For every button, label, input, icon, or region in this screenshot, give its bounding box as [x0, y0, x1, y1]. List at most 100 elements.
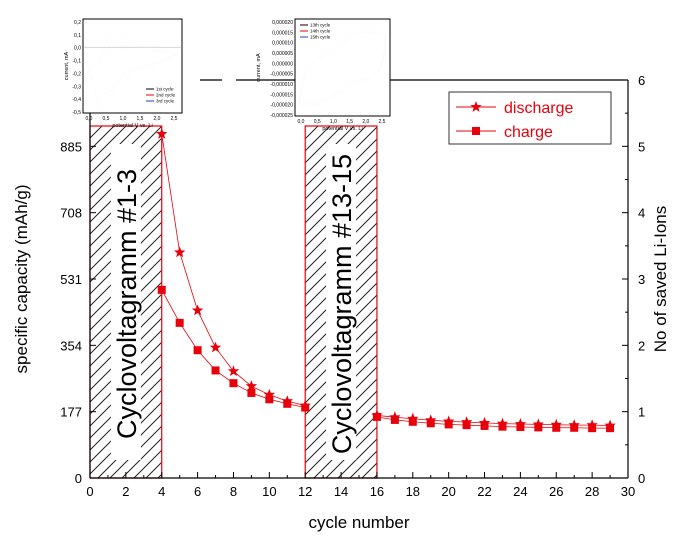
- x-axis-label: cycle number: [308, 513, 409, 532]
- region-label-backdrop: [110, 144, 141, 460]
- inset-x-tick-label: 1,0: [330, 119, 337, 125]
- discharge-point: [174, 246, 186, 258]
- inset-x-tick-label: 1,0: [120, 116, 127, 122]
- y-tick-label-right: 6: [638, 73, 645, 88]
- inset-y-tick-label: -0,4: [72, 97, 81, 103]
- charge-point: [480, 421, 489, 430]
- inset-y-tick-label: 0,000005: [272, 51, 293, 57]
- discharge-line: [161, 133, 306, 407]
- charge-point: [229, 379, 238, 388]
- inset-y-tick-label: 0,000015: [272, 30, 293, 36]
- inset-x-tick-label: 2,5: [171, 116, 178, 122]
- y-tick-label-right: 3: [638, 272, 645, 287]
- legend-marker: [470, 101, 482, 112]
- inset-y-tick-label: 0,000020: [272, 20, 293, 26]
- charge-point: [247, 388, 256, 397]
- inset-plot: 0,2 0,1 0,0 -0,1 -0,2 -0,3 -0,4 -0,5 0,0 0,5 1,0 1,…: [64, 18, 183, 129]
- inset-x-tick-label: 2,0: [362, 119, 369, 125]
- x-tick-label: 20: [441, 484, 455, 499]
- x-tick-label: 6: [194, 484, 201, 499]
- charge-point: [426, 419, 435, 428]
- y-axis-label-left: specific capacity (mAh/g): [12, 185, 31, 374]
- inset-y-tick-label: -0,000020: [270, 103, 293, 109]
- x-tick-label: 28: [585, 484, 599, 499]
- y-tick-label-left: 531: [60, 272, 82, 287]
- inset-x-tick-label: 0,0: [298, 119, 305, 125]
- inset-y-tick-label: -0,2: [72, 71, 81, 77]
- inset-plot: 0,000020 0,000015 0,000010 0,000005 0,000000…: [256, 18, 391, 132]
- x-tick-label: 12: [298, 484, 312, 499]
- ticks: 0 2 4 6 8 10 12 14 16 18 20 22 24 26 28 300177354531708…: [60, 73, 645, 499]
- x-tick-label: 30: [621, 484, 635, 499]
- inset-x-tick-label: 2,5: [379, 119, 386, 125]
- inset-y-tick-label: -0,5: [72, 110, 81, 116]
- y-tick-label-left: 354: [60, 338, 82, 353]
- discharge-point: [156, 128, 168, 139]
- inset-legend-label: 1st cycle: [156, 87, 174, 92]
- charge-point: [157, 285, 166, 294]
- x-tick-label: 14: [334, 484, 348, 499]
- legend-box: [448, 91, 612, 145]
- charge-point: [193, 346, 202, 355]
- y-tick-label-right: 2: [638, 338, 645, 353]
- discharge-point: [263, 388, 275, 400]
- inset-x-tick-label: 1,5: [346, 119, 353, 125]
- inset-y-label: current, mA: [64, 51, 70, 80]
- discharge-point: [209, 341, 222, 353]
- x-tick-label: 4: [158, 484, 165, 499]
- inset-curve: [300, 29, 386, 103]
- shaded-region-label: Cyclovoltagramm #13-15: [327, 154, 357, 454]
- charge-point: [534, 423, 543, 432]
- legend-label: charge: [504, 124, 553, 141]
- inset-curve: [300, 31, 386, 106]
- inset-y-tick-label: -0,1: [72, 59, 81, 65]
- y-tick-label-left: 177: [60, 405, 82, 420]
- inset-x-tick-label: 0,5: [103, 116, 110, 122]
- x-tick-label: 2: [122, 484, 129, 499]
- inset-y-tick-label: -0,3: [72, 84, 81, 90]
- inset-curve: [300, 32, 386, 107]
- inset-curve: [88, 42, 177, 95]
- x-tick-label: 0: [86, 484, 93, 499]
- inset-y-tick-label: 0,1: [74, 33, 81, 39]
- charge-point: [570, 423, 579, 432]
- inset-y-tick-label: 0,0: [74, 46, 81, 52]
- y-tick-label-right: 4: [638, 206, 645, 221]
- discharge-point: [245, 380, 258, 391]
- charge-point: [301, 403, 310, 412]
- x-tick-label: 18: [406, 484, 420, 499]
- x-tick-label: 10: [262, 484, 276, 499]
- inset-legend-label: 13th cycle: [310, 23, 331, 28]
- inset-frame: [82, 18, 183, 114]
- y-tick-label-left: 885: [60, 139, 82, 154]
- legend-label: discharge: [504, 100, 573, 117]
- y-tick-label-right: 1: [638, 405, 645, 420]
- y-tick-label-right: 5: [638, 139, 645, 154]
- y-axis-label-right: No of saved Li-Ions: [651, 206, 670, 352]
- charge-point: [390, 415, 399, 424]
- inset-x-label: potential V vs. Li: [322, 126, 362, 132]
- y-tick-label-right: 0: [638, 471, 645, 486]
- charge-point: [265, 395, 274, 404]
- inset-x-label: potential V vs. Li: [112, 123, 152, 129]
- inset-x-tick-label: 0,0: [86, 116, 93, 122]
- inset-y-label: current, mA: [256, 53, 262, 82]
- inset-y-tick-label: 0,000010: [272, 41, 293, 47]
- shaded-region-label: Cyclovoltagramm #1-3: [112, 169, 142, 439]
- charge-line: [161, 289, 306, 408]
- charge-point: [211, 366, 220, 375]
- charge-point: [462, 421, 471, 430]
- x-tick-label: 24: [513, 484, 527, 499]
- inset-legend-label: 2nd cycle: [156, 93, 176, 98]
- inset-frame: [294, 18, 391, 117]
- inset-legend-label: 3rd cycle: [156, 99, 175, 104]
- x-tick-label: 16: [370, 484, 384, 499]
- discharge-point: [191, 304, 204, 316]
- inset-y-tick-label: -0,000015: [270, 92, 293, 98]
- insets: 0,2 0,1 0,0 -0,1 -0,2 -0,3 -0,4 -0,5 0,0 0,5 1,0 1,…: [64, 18, 391, 132]
- y-tick-label-left: 708: [60, 206, 82, 221]
- region-label-backdrop: [326, 144, 357, 460]
- charge-point: [372, 412, 381, 421]
- inset-y-tick-label: 0,000000: [272, 61, 293, 67]
